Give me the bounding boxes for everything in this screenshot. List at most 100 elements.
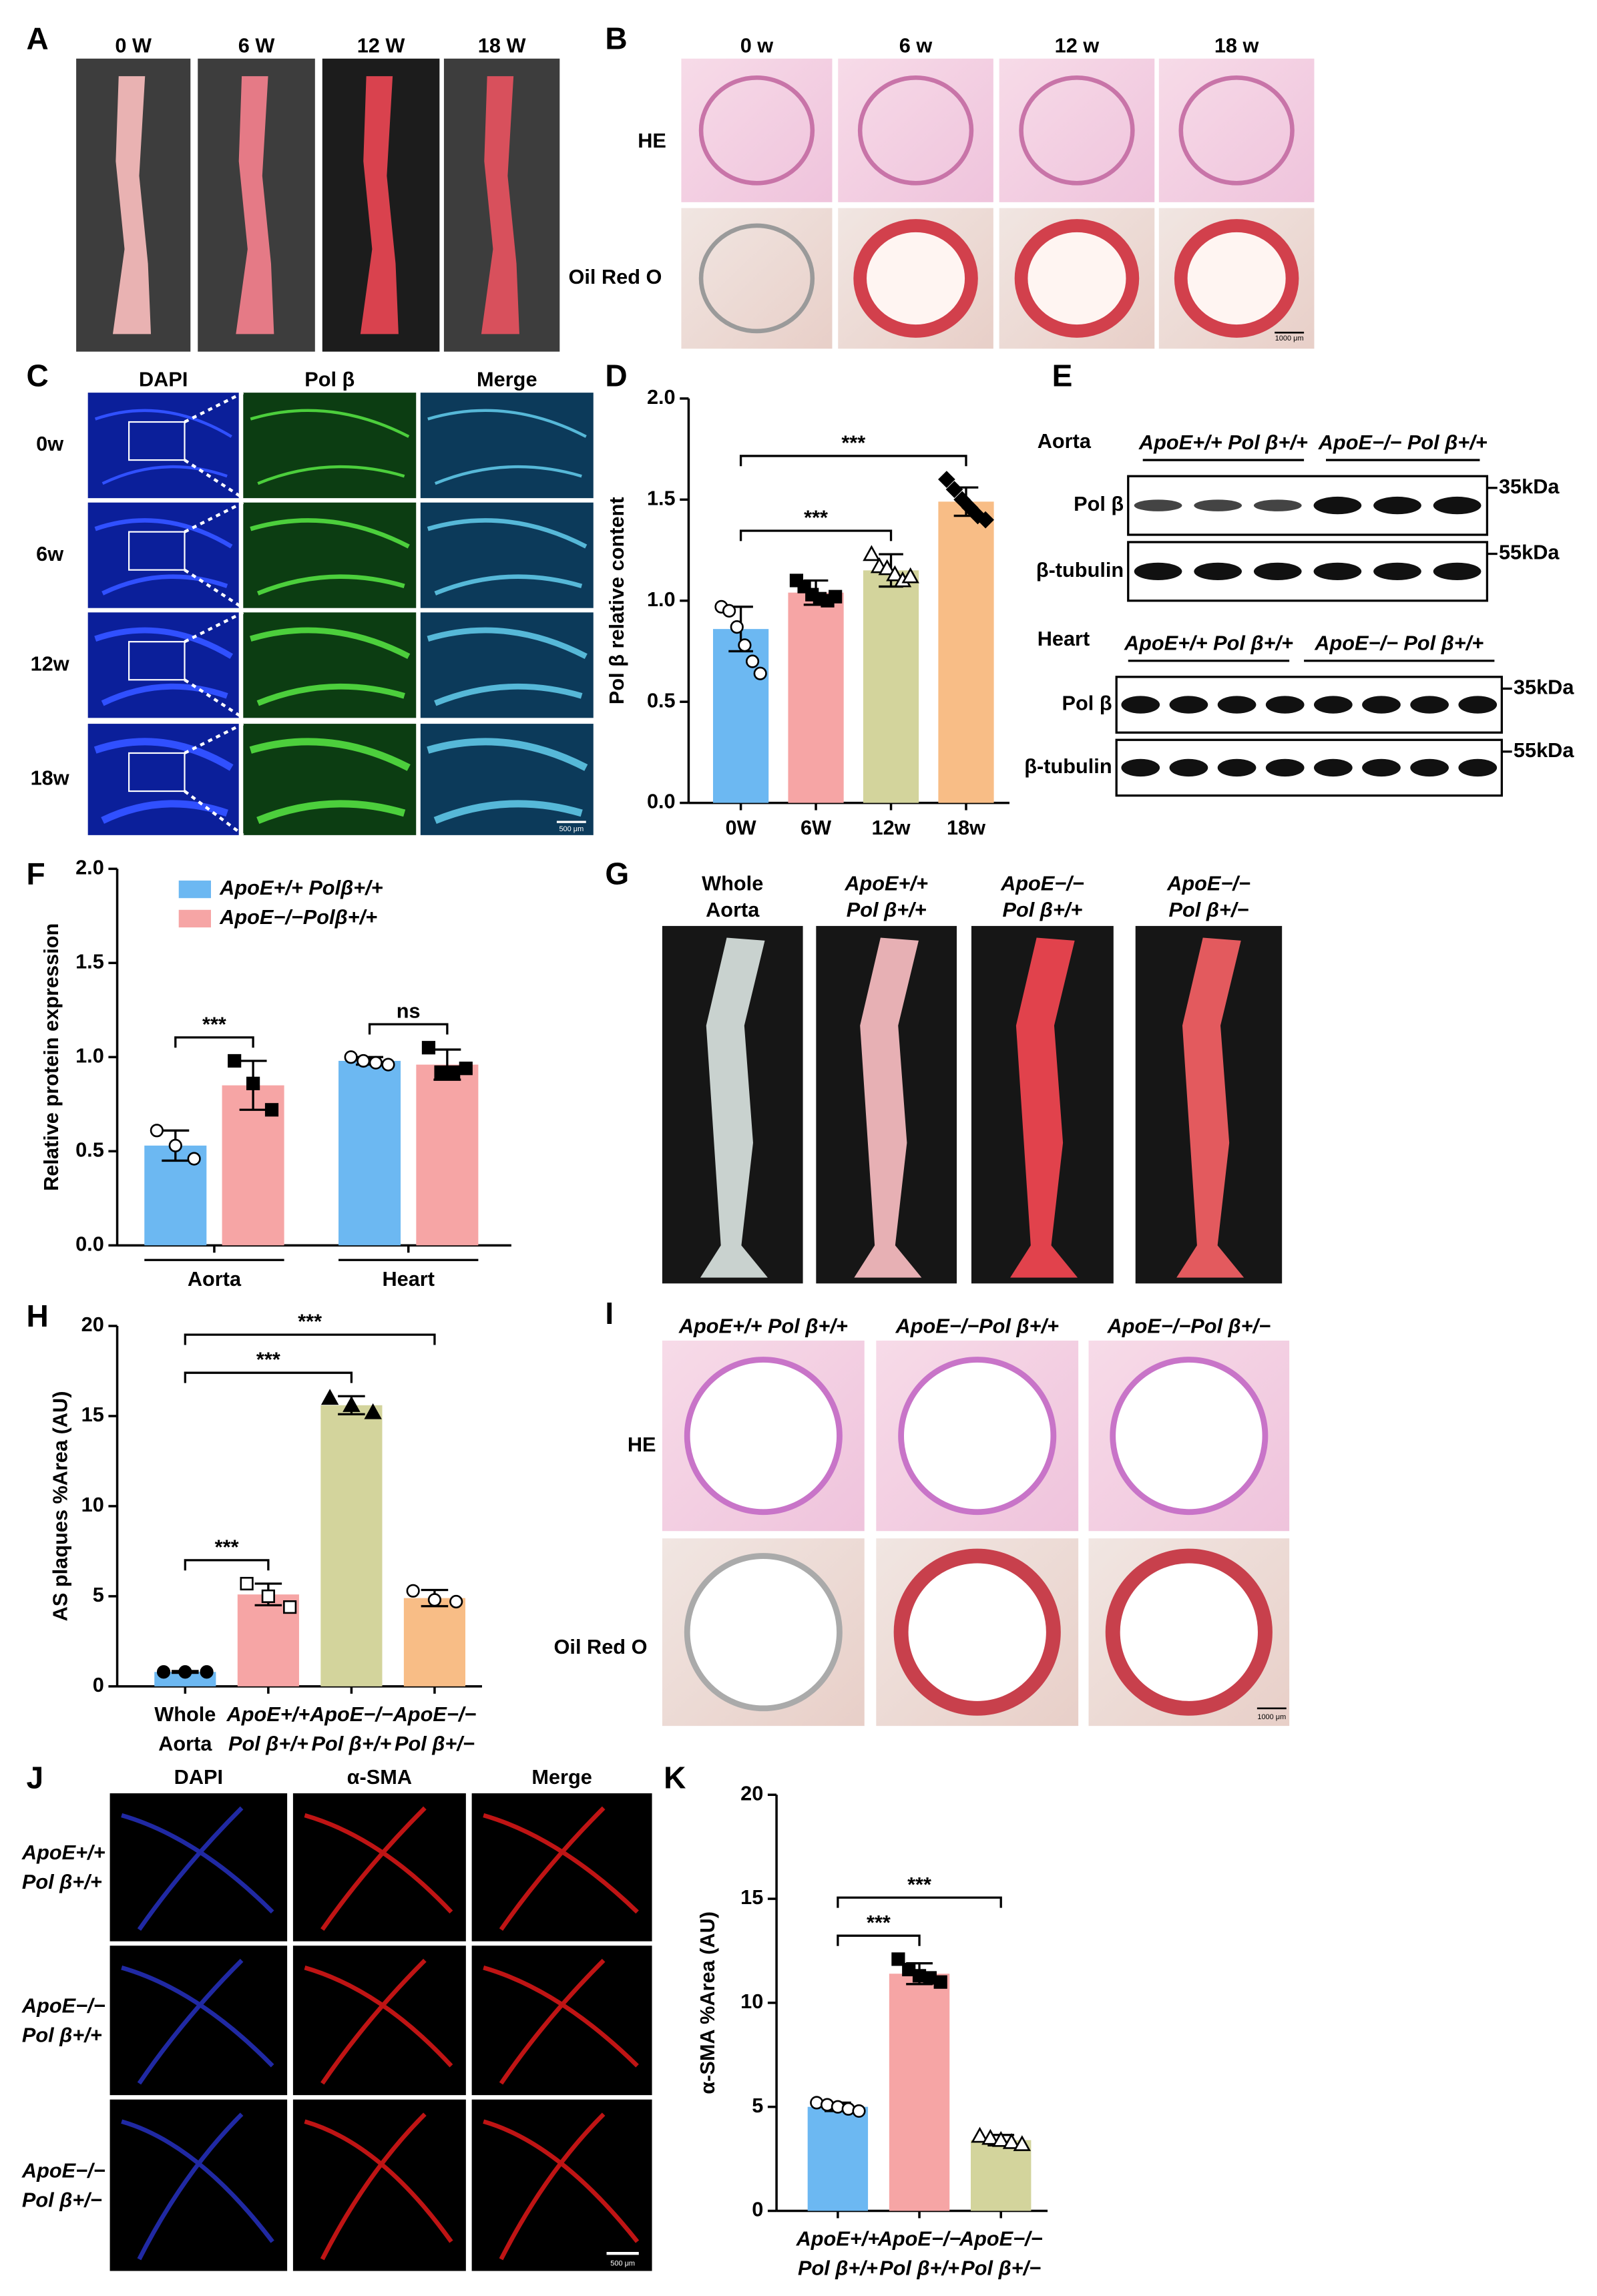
data-point (168, 1138, 182, 1152)
band (1134, 499, 1182, 511)
y-tick-label: 15 (81, 1403, 104, 1426)
tissue-edge (250, 627, 411, 706)
column-label: ApoE−/−Pol β+/+ (895, 1314, 1059, 1337)
significance-label: ns (397, 999, 421, 1023)
data-point (820, 2098, 835, 2112)
photo (681, 208, 833, 349)
tissue-edge (121, 1806, 274, 1931)
data-point (261, 1589, 275, 1604)
data-point (434, 1065, 448, 1079)
band (1433, 496, 1481, 515)
tissue-ring (684, 1553, 843, 1712)
column-label: 12 w (1055, 33, 1100, 57)
significance-bracket (739, 529, 893, 541)
data-point (1002, 2132, 1021, 2149)
data-point (264, 1103, 279, 1117)
data-point (156, 1665, 171, 1679)
tissue-edge (304, 1958, 453, 2085)
y-tick-label: 10 (81, 1493, 104, 1516)
data-point (320, 1389, 339, 1405)
band (1134, 562, 1182, 581)
x-tick-label: Pol β+/+ (311, 1732, 391, 1755)
photo (292, 1793, 466, 1941)
row-label: HE (628, 1433, 656, 1456)
x-tick-label: 18w (947, 816, 985, 839)
y-tick-label: 1.5 (647, 486, 676, 509)
bar (320, 1405, 383, 1686)
panel-letter: F (27, 856, 45, 891)
column-label: 0 W (115, 33, 152, 57)
data-point (459, 1062, 473, 1076)
data-point (343, 1396, 361, 1412)
group-label: ApoE−/− Pol β+/+ (1314, 632, 1484, 655)
photo (243, 502, 417, 608)
zoom-line (184, 722, 244, 754)
photo (471, 1945, 652, 2096)
row-label: Oil Red O (554, 1635, 648, 1658)
row-label: 18w (31, 766, 69, 790)
significance-label: *** (867, 1911, 891, 1934)
tissue-edge (250, 518, 410, 596)
vessel (112, 76, 152, 334)
x-tick-label: Pol β+/+ (879, 2256, 959, 2279)
tissue-ring (698, 223, 815, 334)
data-point (831, 2100, 845, 2114)
data-point (901, 567, 919, 584)
y-tick-label: 20 (81, 1313, 104, 1336)
band (1121, 758, 1160, 777)
band (1121, 696, 1160, 714)
tissue-edge (94, 409, 232, 485)
zoom-line (184, 501, 244, 533)
photo (471, 1793, 652, 1941)
panel-letter: A (27, 21, 49, 56)
significance-bracket (739, 455, 967, 467)
x-tick-label: ApoE+/+ (226, 1702, 310, 1726)
data-point (449, 1594, 463, 1609)
band (1217, 758, 1257, 777)
band (1362, 696, 1401, 714)
data-point (178, 1665, 192, 1679)
size-label: 35kDa (1499, 475, 1560, 498)
column-label: Whole (702, 872, 763, 895)
tissue-edge (249, 738, 411, 825)
row-label: ApoE+/+ (21, 1841, 105, 1864)
significance-label: *** (907, 1873, 931, 1896)
x-tick-label: ApoE+/+ (796, 2227, 880, 2250)
tissue-edge (427, 518, 588, 596)
data-point (722, 604, 736, 618)
bar (416, 1064, 479, 1246)
scale-bar-label: 1000 μm (1275, 334, 1304, 342)
row-label: ApoE−/− (21, 2158, 105, 2182)
bar (154, 1672, 216, 1686)
column-label: DAPI (139, 368, 188, 391)
y-tick-label: 5 (93, 1583, 104, 1606)
photo (292, 1945, 466, 2096)
data-point (991, 2130, 1010, 2147)
y-tick-label: 2.0 (75, 855, 104, 879)
vessel (1176, 937, 1244, 1278)
column-label: DAPI (174, 1765, 223, 1789)
column-label: 12 W (357, 33, 405, 57)
y-tick-label: 0.5 (647, 688, 676, 712)
data-point (1013, 2135, 1032, 2151)
band (1253, 562, 1302, 581)
row-label: 6w (36, 542, 63, 565)
column-label: α-SMA (347, 1765, 412, 1789)
y-tick-label: 0.5 (75, 1138, 104, 1161)
tissue-label: Aorta (1038, 429, 1092, 453)
photo (420, 612, 594, 718)
x-tick-label: Aorta (158, 1732, 212, 1755)
tissue-ring (853, 219, 978, 338)
panel-letter: G (605, 856, 629, 891)
data-point (886, 565, 904, 582)
x-tick-label: Pol β+/+ (228, 1732, 308, 1755)
data-point (730, 620, 744, 634)
x-tick-label: ApoE−/− (309, 1702, 393, 1726)
data-point (427, 1593, 442, 1607)
significance-bracket (184, 1559, 270, 1571)
tissue-ring (1105, 1548, 1273, 1716)
significance-label: *** (298, 1310, 322, 1333)
significance-bracket (174, 1036, 254, 1048)
